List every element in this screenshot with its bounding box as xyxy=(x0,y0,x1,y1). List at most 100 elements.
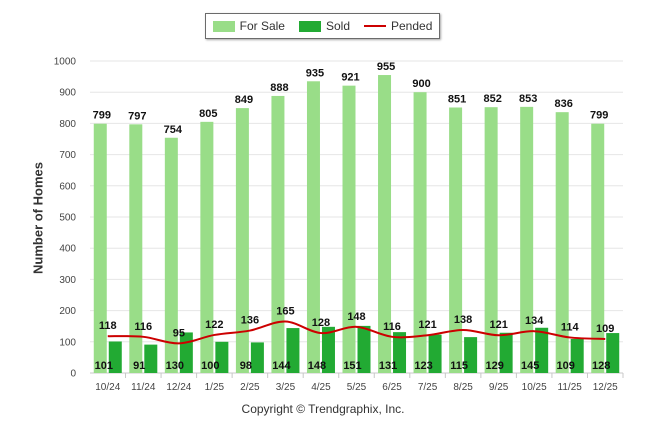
data-labels: 799 797 754 805 849 888 935 921 955 900 851 852 853 8… xyxy=(93,61,615,372)
data-label-for-sale: 900 xyxy=(412,78,430,90)
bar-for-sale xyxy=(520,106,534,373)
data-label-sold: 101 xyxy=(95,360,113,372)
data-label-for-sale: 799 xyxy=(93,110,111,122)
bar-sold xyxy=(144,344,158,373)
grid-lines xyxy=(90,60,623,374)
data-label-pended: 134 xyxy=(525,315,544,327)
legend-swatch-sold xyxy=(298,20,321,32)
y-tick-label: 0 xyxy=(70,369,76,380)
y-tick-label: 600 xyxy=(59,181,76,192)
y-tick-label: 500 xyxy=(59,213,76,224)
data-label-for-sale: 921 xyxy=(341,72,359,84)
x-tick-label: 10/25 xyxy=(522,382,547,393)
axes: 0 100 200 300 400 500 600 700 800 900 1000 10/24 11/… xyxy=(54,57,624,393)
data-label-for-sale: 836 xyxy=(555,98,573,110)
data-label-sold: 145 xyxy=(521,360,539,372)
legend-label-sold: Sold xyxy=(325,19,350,33)
bar-sold xyxy=(393,332,407,373)
y-tick-label: 400 xyxy=(59,244,76,255)
data-label-for-sale: 797 xyxy=(128,110,146,122)
y-axis-title: Number of Homes xyxy=(30,162,46,274)
x-tick-label: 3/25 xyxy=(276,382,296,393)
data-label-sold: 115 xyxy=(450,360,468,372)
bar-for-sale xyxy=(93,123,107,373)
y-tick-label: 900 xyxy=(59,88,76,99)
bar-for-sale xyxy=(378,75,392,373)
bar-for-sale xyxy=(271,95,285,373)
pended-line-path xyxy=(107,320,606,345)
bar-for-sale xyxy=(200,121,214,373)
data-label-sold: 148 xyxy=(308,360,326,372)
bar-sold xyxy=(215,341,229,373)
bar-for-sale xyxy=(413,92,427,373)
x-tick-label: 6/25 xyxy=(382,382,402,393)
data-label-sold: 109 xyxy=(557,360,575,372)
y-tick-label: 300 xyxy=(59,275,76,286)
data-label-sold: 130 xyxy=(166,360,184,372)
x-tick-label: 12/25 xyxy=(593,382,618,393)
bar-for-sale xyxy=(591,123,605,373)
data-label-pended: 138 xyxy=(454,314,472,326)
bars xyxy=(93,75,620,374)
data-label-pended: 136 xyxy=(241,315,259,327)
legend-item-sold[interactable]: Sold xyxy=(298,19,350,33)
y-tick-label: 800 xyxy=(59,119,76,130)
x-tick-label: 8/25 xyxy=(453,382,473,393)
data-label-sold: 151 xyxy=(343,360,361,372)
data-label-pended: 121 xyxy=(418,319,436,331)
data-label-pended: 165 xyxy=(276,306,294,318)
data-label-pended: 121 xyxy=(489,319,507,331)
bar-sold xyxy=(464,337,478,373)
data-label-for-sale: 853 xyxy=(519,93,537,105)
bar-sold xyxy=(570,338,584,373)
x-tick-label: 11/24 xyxy=(131,382,156,393)
y-tick-label: 1000 xyxy=(54,57,77,68)
data-label-for-sale: 935 xyxy=(306,67,324,79)
pended-line xyxy=(107,320,606,345)
bar-sold xyxy=(108,341,122,373)
data-label-sold: 144 xyxy=(272,360,291,372)
copyright-footer: Copyright © Trendgraphix, Inc. xyxy=(241,402,405,416)
data-label-pended: 116 xyxy=(134,321,152,333)
legend-swatch-pended xyxy=(364,25,386,27)
x-tick-label: 5/25 xyxy=(347,382,367,393)
data-label-sold: 123 xyxy=(414,360,432,372)
bar-sold xyxy=(250,342,264,373)
data-label-for-sale: 955 xyxy=(377,61,395,73)
data-label-pended: 148 xyxy=(347,311,365,323)
x-tick-label: 10/24 xyxy=(95,382,120,393)
bar-sold xyxy=(321,326,335,373)
x-tick-label: 12/24 xyxy=(166,382,191,393)
data-label-pended: 118 xyxy=(99,320,117,332)
y-tick-label: 200 xyxy=(59,306,76,317)
data-label-sold: 98 xyxy=(240,360,252,372)
bar-sold xyxy=(606,333,620,373)
legend-item-for-sale[interactable]: For Sale xyxy=(212,19,285,33)
legend-label-pended: Pended xyxy=(391,19,433,33)
data-label-pended: 128 xyxy=(312,317,330,329)
bar-sold xyxy=(535,327,549,373)
data-label-pended: 95 xyxy=(173,327,185,339)
data-label-sold: 128 xyxy=(592,360,610,372)
data-label-pended: 114 xyxy=(561,321,580,333)
bar-for-sale xyxy=(306,81,320,373)
data-label-for-sale: 849 xyxy=(235,94,253,106)
bar-for-sale xyxy=(342,85,356,373)
legend-item-pended[interactable]: Pended xyxy=(364,19,432,33)
legend: For Sale Sold Pended xyxy=(205,13,440,39)
y-tick-label: 700 xyxy=(59,150,76,161)
data-label-pended: 109 xyxy=(596,323,614,335)
data-label-sold: 91 xyxy=(133,360,145,372)
y-tick-label: 100 xyxy=(59,337,76,348)
bar-sold xyxy=(428,334,442,373)
bar-for-sale xyxy=(555,112,569,373)
bar-for-sale xyxy=(129,124,143,373)
legend-label-for-sale: For Sale xyxy=(239,19,285,33)
data-label-for-sale: 799 xyxy=(590,110,608,122)
x-tick-label: 1/25 xyxy=(205,382,225,393)
x-tick-label: 4/25 xyxy=(311,382,331,393)
data-label-for-sale: 888 xyxy=(270,82,288,94)
data-label-sold: 131 xyxy=(379,360,397,372)
data-label-for-sale: 851 xyxy=(448,93,466,105)
